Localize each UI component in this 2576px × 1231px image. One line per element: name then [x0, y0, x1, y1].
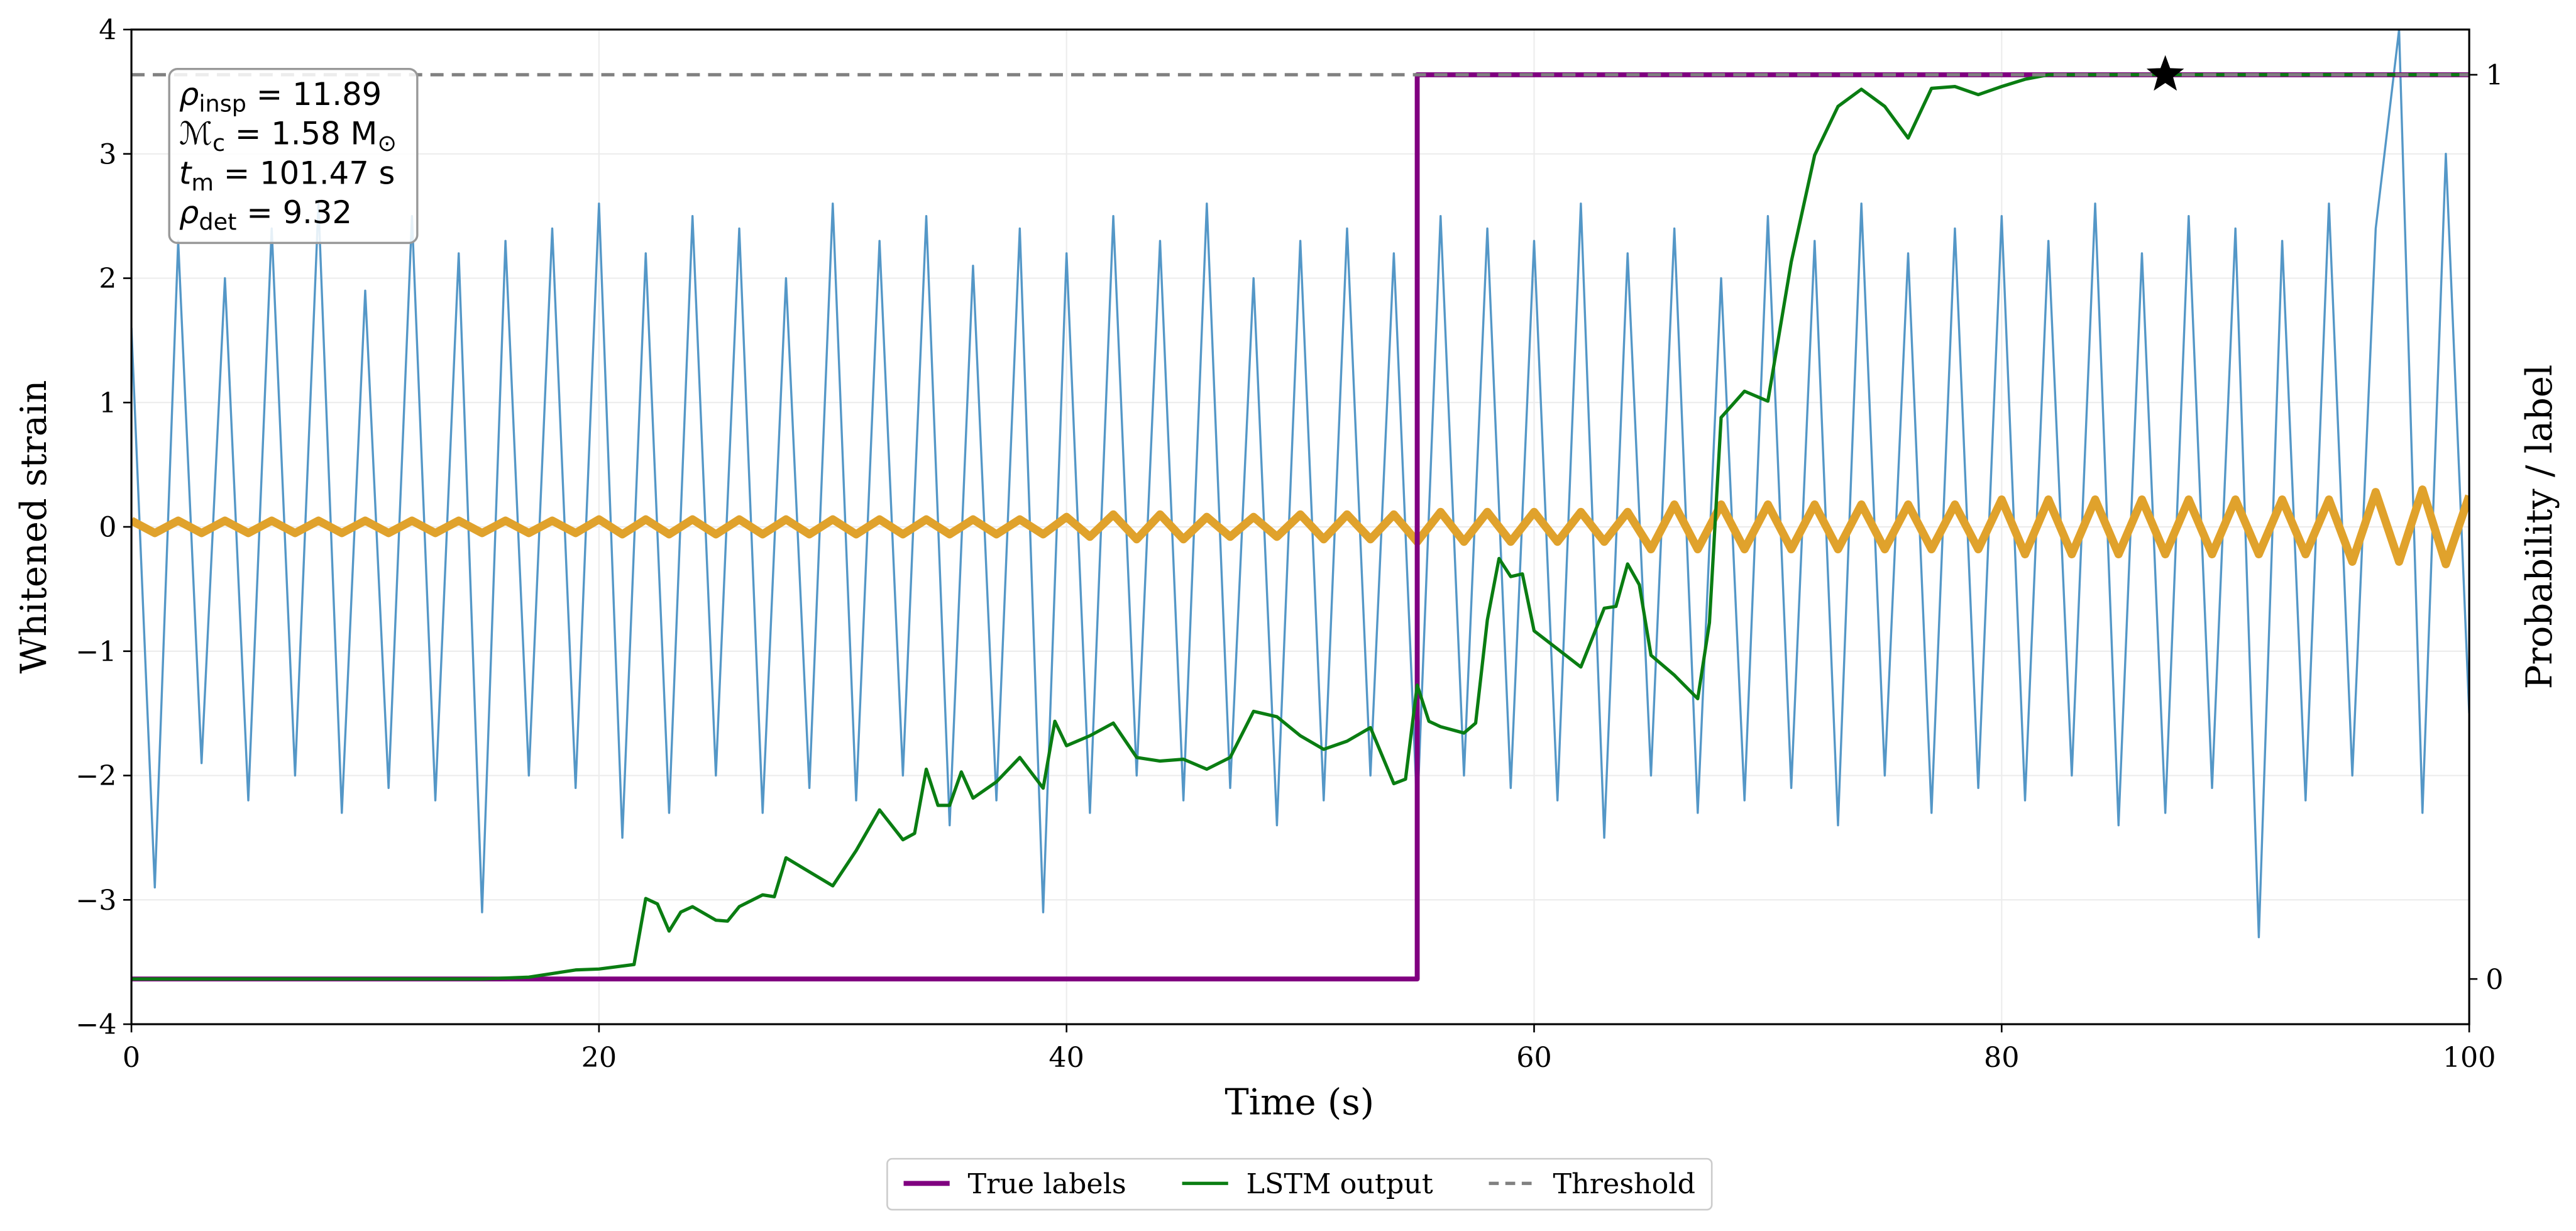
annotation: ρdet = 9.32: [179, 194, 352, 235]
legend-item: LSTM output: [1182, 1168, 1433, 1200]
y-tick-label: 0: [99, 512, 116, 544]
x-tick-label: 40: [1049, 1042, 1084, 1074]
annotation: tm = 101.47 s: [179, 155, 395, 196]
star-marker: [2146, 55, 2184, 91]
subscript: c: [212, 130, 225, 157]
annotation-box: [168, 67, 419, 245]
y-tick-label: 2: [99, 263, 116, 295]
plot-area: [131, 29, 2470, 982]
symbol: t: [179, 155, 192, 191]
y-tick-label: −1: [75, 636, 116, 668]
legend-item: True labels: [903, 1168, 1126, 1200]
x-tick-label: 0: [123, 1042, 140, 1074]
y-tick-label: −4: [75, 1009, 116, 1041]
x-axis-label: Time (s): [1225, 1081, 1374, 1123]
y-tick-label: 4: [99, 14, 116, 47]
legend-label: True labels: [967, 1168, 1126, 1200]
series-line: [131, 485, 2470, 568]
legend-box: [886, 1157, 1713, 1211]
symbol: ρ: [179, 76, 199, 113]
subscript: det: [199, 209, 236, 236]
x-tick-label: 100: [2443, 1042, 2496, 1074]
y-tick-label: 3: [99, 138, 116, 170]
x-tick-label: 20: [581, 1042, 617, 1074]
symbol: ρ: [179, 194, 199, 231]
value: = 9.32: [236, 194, 352, 231]
x-tick-label: 60: [1516, 1042, 1552, 1074]
value: = 101.47 s: [214, 155, 395, 191]
value: = 1.58 M: [225, 116, 377, 152]
legend-label: LSTM output: [1247, 1168, 1433, 1200]
symbol: ℳ: [179, 116, 212, 152]
y-tick-label: 1: [99, 387, 116, 419]
annotation: ℳc = 1.58 M⊙: [179, 116, 397, 157]
series-line: [131, 73, 2470, 981]
annotation: ρinsp = 11.89: [179, 76, 382, 117]
y2-tick-label: 0: [2485, 964, 2503, 996]
subscript: insp: [199, 91, 246, 118]
x-tick-label: 80: [1984, 1042, 2020, 1074]
y-tick-label: −3: [75, 885, 116, 917]
legend-item: Threshold: [1489, 1168, 1695, 1200]
y2-axis-label: Probability / label: [2518, 365, 2560, 690]
y-axis-label: Whitened strain: [13, 380, 55, 674]
subscript: ⊙: [377, 130, 397, 157]
series-line: [131, 72, 2470, 982]
subscript: m: [191, 169, 214, 196]
series-line: [131, 29, 2470, 939]
value: = 11.89: [246, 76, 382, 113]
legend: True labels LSTM output Threshold: [886, 1157, 1713, 1211]
legend-label: Threshold: [1553, 1168, 1696, 1200]
y-tick-label: −2: [75, 760, 116, 792]
y2-tick-label: 1: [2485, 60, 2503, 92]
